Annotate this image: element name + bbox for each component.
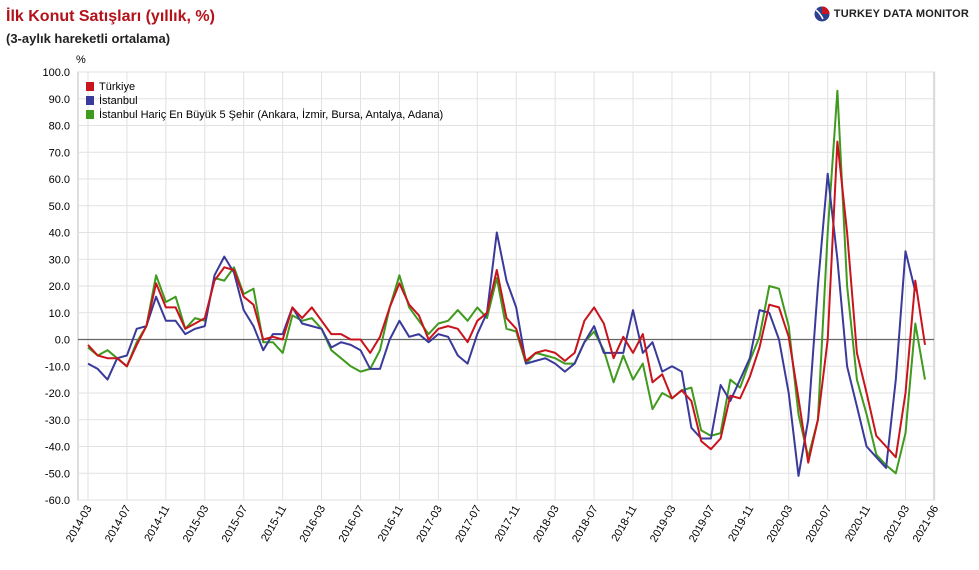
chart-subtitle: (3-aylık hareketli ortalama) [6, 31, 171, 46]
x-tick-label: 2019-07 [687, 504, 718, 545]
y-tick-label: -60.0 [45, 495, 70, 507]
x-tick-label: 2015-11 [259, 504, 289, 544]
x-tick-label: 2016-11 [376, 504, 406, 544]
x-tick-label: 2021-03 [882, 504, 913, 545]
y-tick-label: 0.0 [55, 335, 70, 347]
x-tick-label: 2020-03 [765, 504, 796, 545]
y-tick-label: 30.0 [49, 254, 70, 266]
legend-label-1: İstanbul [99, 94, 138, 107]
x-tick-label: 2015-07 [220, 504, 251, 545]
logo: TURKEY DATA MONITOR [814, 6, 969, 22]
y-tick-label: -50.0 [45, 468, 70, 480]
y-tick-label: -30.0 [45, 415, 70, 427]
y-tick-label: 10.0 [49, 308, 70, 320]
x-tick-label: 2017-07 [453, 504, 484, 545]
x-tick-label: 2014-03 [64, 504, 95, 545]
x-tick-label: 2018-11 [609, 504, 639, 544]
x-tick-label: 2019-03 [648, 504, 679, 545]
y-tick-label: -20.0 [45, 388, 70, 400]
series-line-2 [87, 89, 926, 475]
y-tick-label: 50.0 [49, 201, 70, 213]
x-tick-label: 2017-03 [414, 504, 445, 545]
y-tick-label: 80.0 [49, 121, 70, 133]
x-tick-label: 2018-07 [570, 504, 601, 545]
x-tick-label: 2018-03 [531, 504, 562, 545]
y-tick-label: 70.0 [49, 147, 70, 159]
y-tick-label: 20.0 [49, 281, 70, 293]
y-tick-label: -40.0 [45, 442, 70, 454]
x-tick-label: 2020-07 [804, 504, 835, 545]
legend-swatch-1 [86, 96, 94, 105]
y-axis-unit-label: % [76, 54, 86, 66]
x-tick-label: 2020-11 [843, 504, 873, 544]
logo-text: TURKEY DATA MONITOR [833, 8, 969, 20]
x-tick-label: 2016-03 [298, 504, 329, 545]
series-line-0 [87, 140, 926, 464]
x-tick-label: 2016-07 [337, 504, 368, 545]
x-tick-label: 2014-07 [103, 504, 134, 545]
x-tick-label: 2021-06 [911, 504, 942, 545]
x-tick-label: 2014-11 [142, 504, 172, 544]
y-tick-label: 90.0 [49, 94, 70, 106]
y-axis-ticks: 100.0 90.0 80.0 70.0 60.0 50.0 40.0 30.0 20.0 10.… [42, 67, 70, 507]
y-tick-label: 40.0 [49, 228, 70, 240]
legend-swatch-2 [86, 110, 94, 119]
series-lines [87, 89, 926, 477]
legend-swatch-0 [86, 82, 94, 91]
x-axis-ticks: 2014-03 2014-07 2014-11 2015-03 2015-07 2015-… [64, 504, 941, 545]
x-tick-label: 2017-11 [493, 504, 523, 544]
series-line-1 [87, 172, 917, 477]
legend-label-0: Türkiye [99, 81, 135, 93]
y-tick-label: -10.0 [45, 361, 70, 373]
chart-title: İlk Konut Satışları (yıllık, %) [6, 8, 215, 25]
y-tick-label: 100.0 [42, 67, 70, 79]
logo-globe-icon [814, 6, 830, 22]
y-tick-label: 60.0 [49, 174, 70, 186]
x-tick-label: 2015-03 [181, 504, 212, 545]
legend-label-2: İstanbul Hariç En Büyük 5 Şehir (Ankara,… [99, 108, 443, 121]
x-tick-label: 2019-11 [726, 504, 756, 544]
